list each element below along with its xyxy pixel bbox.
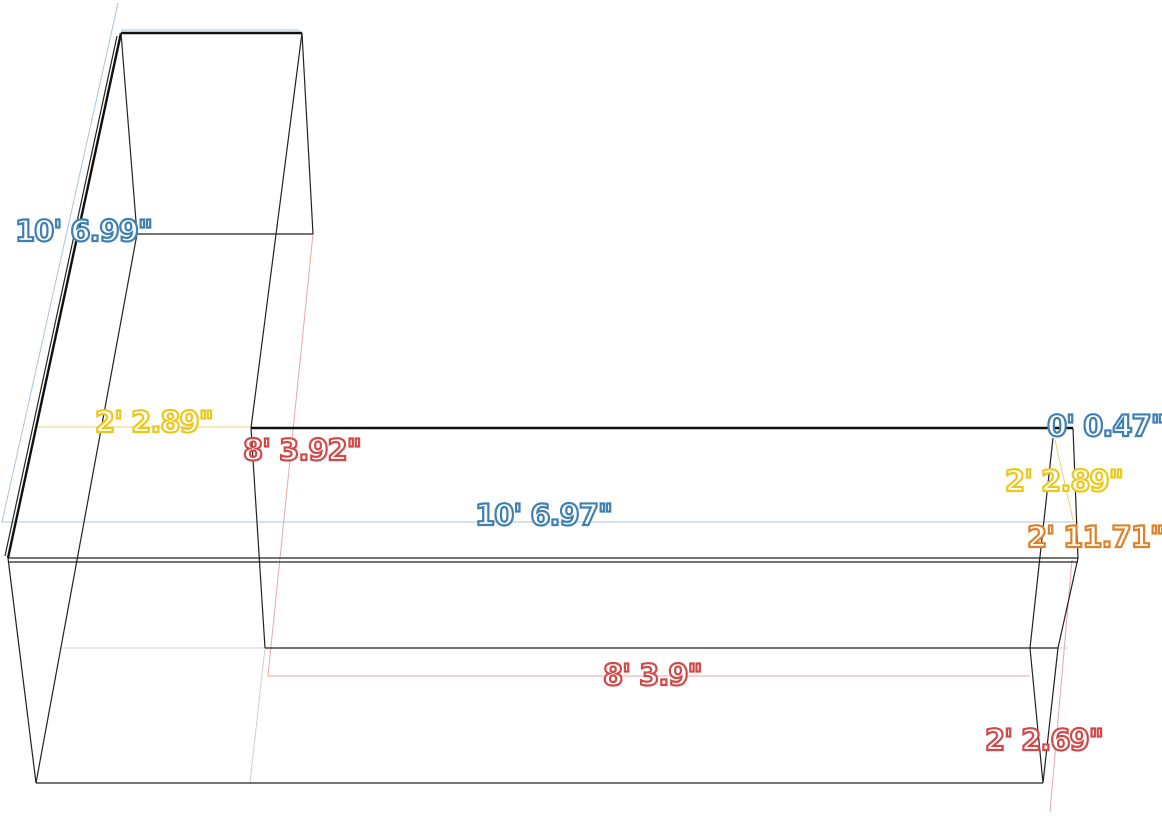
guide-line (267, 233, 1030, 677)
dimension-labels: 10' 6.99" 2' 2.89" 8' 3.92" 10' 6.97" 0'… (14, 213, 1162, 758)
edge (4, 35, 118, 557)
edge (250, 427, 266, 649)
model-edges (4, 31, 1079, 784)
dimension-label: 8' 3.92" (243, 433, 361, 467)
edge (6, 32, 123, 559)
guide-line (1, 2, 1078, 523)
dimension-label: 10' 6.99" (15, 214, 152, 248)
guide-line (249, 647, 266, 784)
dimension-label: 2' 11.71" (1027, 520, 1162, 554)
edge (35, 233, 138, 784)
dimension-label: 2' 2.89" (95, 405, 213, 439)
edge (250, 32, 303, 429)
edge (1029, 647, 1044, 784)
dimension-label: 8' 3.9" (603, 658, 702, 692)
edge (7, 557, 37, 784)
edge (1072, 427, 1079, 559)
dimension-label: 2' 2.89" (1005, 464, 1123, 498)
edge (120, 32, 138, 235)
dimension-label: 2' 2.69" (985, 723, 1103, 757)
dimension-label: 0' 0.47" (1047, 409, 1162, 443)
guide-line (1054, 439, 1074, 521)
edge (1057, 557, 1079, 649)
dimension-label: 10' 6.97" (475, 498, 612, 532)
edge (1042, 647, 1059, 784)
edge (1029, 437, 1054, 649)
edge (301, 32, 314, 235)
